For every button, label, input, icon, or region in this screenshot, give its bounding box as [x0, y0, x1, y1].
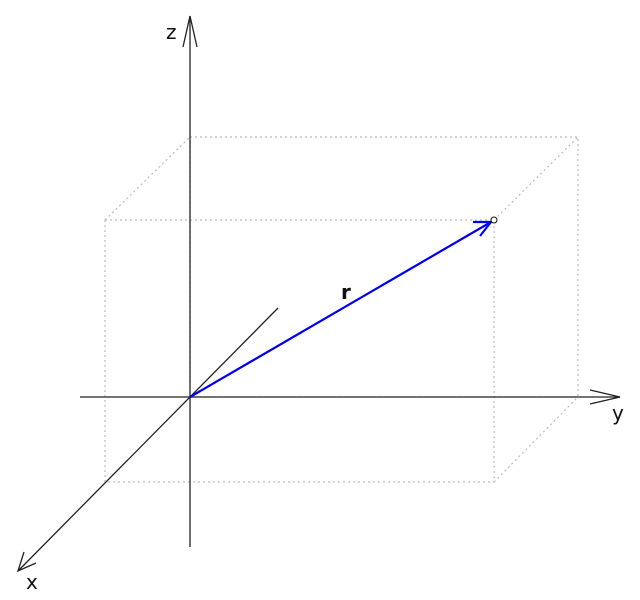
box-front-face: [104, 219, 495, 483]
vector-endpoint: [490, 216, 498, 224]
box-edge: [493, 396, 579, 483]
y-axis-label: y: [612, 401, 624, 425]
x-arrowhead-icon: [16, 551, 37, 573]
vector-r: [189, 216, 498, 398]
z-arrowhead-icon: [182, 15, 198, 48]
vector-label: r: [341, 280, 351, 304]
box-edge: [104, 136, 191, 221]
y-axis: [80, 389, 621, 405]
x-axis: [16, 307, 279, 573]
y-arrowhead-icon: [589, 389, 621, 405]
vector-arrowhead-icon: [473, 220, 494, 237]
z-axis-label: z: [166, 20, 177, 44]
x-axis-label: x: [26, 570, 38, 594]
box-edge: [493, 136, 579, 221]
box-back-face: [189, 136, 579, 398]
z-axis: [182, 15, 198, 547]
